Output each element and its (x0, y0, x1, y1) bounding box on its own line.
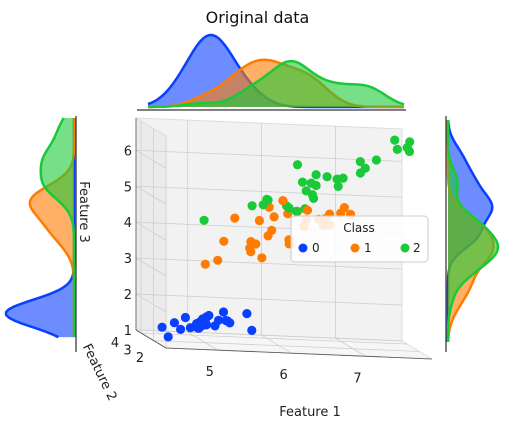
legend-label-0: 0 (312, 241, 320, 255)
point-class2-12 (333, 181, 343, 191)
point-class2-2 (355, 168, 365, 178)
y-tick-label-0: 2 (136, 351, 144, 366)
point-class0-22 (200, 316, 210, 326)
z-tick-label-3: 4 (124, 216, 132, 231)
left-kde-fill-1 (29, 118, 74, 338)
y-axis-line (135, 329, 167, 349)
point-class2-24 (322, 172, 332, 182)
left-kde-fill-2 (40, 118, 74, 338)
point-class2-3 (297, 177, 308, 187)
y-tick-label-2: 4 (111, 336, 119, 351)
point-class2-19 (284, 203, 294, 213)
point-class2-11 (307, 190, 317, 200)
point-class0-15 (242, 309, 252, 319)
legend-title: Class (343, 221, 375, 235)
point-class2-4 (311, 170, 321, 180)
x-tick-label-2: 7 (353, 371, 361, 386)
point-class2-7 (371, 155, 381, 165)
point-class0-1 (176, 324, 186, 334)
z-axis-label: Feature 3 (76, 181, 91, 243)
x-tick-label-0: 5 (206, 365, 214, 380)
x-tick-label-1: 6 (279, 368, 287, 383)
legend-marker-0 (298, 243, 308, 253)
x-axis-line (165, 347, 433, 360)
point-class2-0 (292, 160, 303, 170)
point-class1-5 (254, 215, 264, 226)
point-class1-10 (213, 255, 223, 265)
legend-label-2: 2 (413, 241, 421, 255)
point-class0-17 (157, 322, 167, 332)
legend-box (290, 215, 429, 263)
legend: Class 0 1 2 (290, 215, 429, 263)
point-class2-13 (258, 200, 268, 210)
point-class1-24 (257, 253, 267, 263)
top-kde-fill-0 (148, 35, 404, 107)
point-class2-5 (392, 144, 402, 154)
left-marginal-density (4, 117, 76, 339)
right-kde-line-2 (446, 119, 500, 343)
z-tick-label-2: 3 (124, 252, 132, 267)
point-class0-12 (218, 307, 229, 317)
right-kde-fill-2 (448, 120, 498, 342)
pane-left (135, 117, 167, 349)
top-kde-fill-2 (148, 61, 404, 107)
legend-marker-1 (350, 243, 360, 253)
point-class0-16 (247, 325, 257, 335)
point-class1-3 (246, 237, 256, 247)
axes-3d-grid (135, 118, 433, 360)
point-class2-8 (332, 174, 342, 184)
z-tick-label-1: 2 (124, 288, 132, 303)
point-class1-23 (336, 208, 346, 218)
top-marginal-density (147, 33, 405, 109)
chart-title: Original data (205, 8, 310, 27)
point-class0-2 (185, 323, 195, 333)
point-class0-0 (169, 318, 179, 328)
top-kde-line-2 (147, 59, 405, 109)
left-kde-line-2 (39, 117, 76, 338)
point-class1-7 (200, 259, 210, 269)
y-tick-label-1: 3 (123, 344, 131, 359)
z-tick-label-5: 6 (124, 144, 132, 159)
z-tick-label-0: 1 (124, 324, 132, 339)
point-class2-6 (199, 215, 209, 225)
point-class1-26 (278, 196, 288, 206)
point-class2-18 (405, 137, 415, 147)
point-class0-3 (193, 323, 203, 333)
z-tick-label-4: 5 (124, 180, 132, 195)
point-class2-21 (247, 201, 257, 211)
point-class0-13 (225, 318, 235, 328)
point-class2-26 (291, 206, 301, 216)
point-class2-9 (355, 157, 365, 167)
point-class1-9 (219, 236, 229, 246)
point-class1-16 (263, 231, 273, 241)
point-class0-23 (163, 332, 173, 342)
left-kde-fill-0 (6, 118, 74, 338)
point-class1-27 (230, 213, 240, 223)
point-class1-21 (302, 205, 313, 215)
legend-label-1: 1 (364, 241, 372, 255)
point-class2-28 (306, 178, 316, 188)
point-class0-18 (180, 312, 190, 323)
point-class0-9 (210, 321, 220, 331)
x-axis-label: Feature 1 (279, 405, 341, 420)
point-class2-17 (390, 135, 400, 145)
point-class1-28 (269, 212, 279, 222)
legend-marker-2 (400, 243, 410, 253)
right-marginal-density (446, 119, 500, 343)
